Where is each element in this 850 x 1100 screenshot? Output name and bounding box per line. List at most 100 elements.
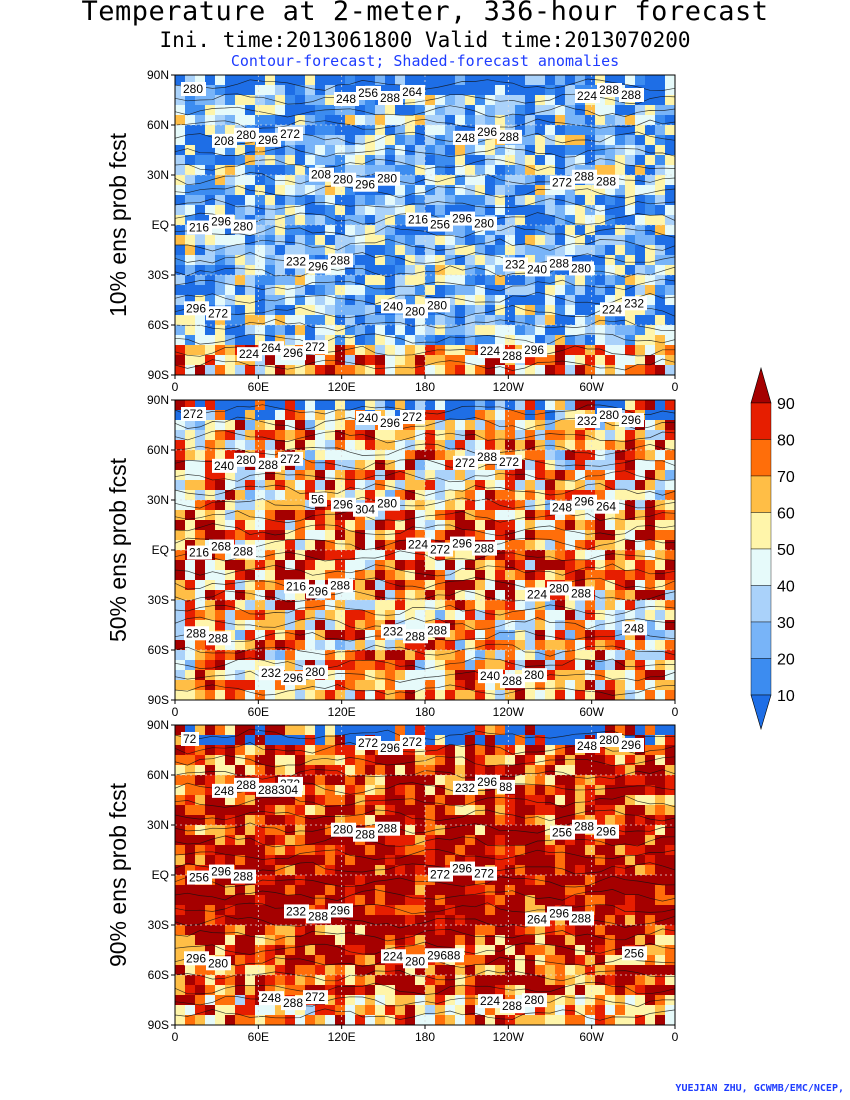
anomaly-cell bbox=[175, 325, 186, 336]
anomaly-cell bbox=[415, 125, 426, 136]
anomaly-cell bbox=[225, 570, 236, 581]
anomaly-cell bbox=[215, 185, 226, 196]
anomaly-cell bbox=[425, 430, 436, 441]
anomaly-cell bbox=[645, 155, 656, 166]
contour-label: 224 bbox=[527, 587, 547, 601]
anomaly-cell bbox=[535, 410, 546, 421]
anomaly-cell bbox=[195, 895, 206, 906]
anomaly-cell bbox=[615, 550, 626, 561]
anomaly-cell bbox=[615, 640, 626, 651]
anomaly-cell bbox=[555, 410, 566, 421]
anomaly-cell bbox=[585, 620, 596, 631]
anomaly-cell bbox=[175, 430, 186, 441]
anomaly-cell bbox=[465, 255, 476, 266]
anomaly-cell bbox=[395, 590, 406, 601]
anomaly-cell bbox=[385, 690, 396, 700]
anomaly-cell bbox=[275, 440, 286, 451]
anomaly-cell bbox=[665, 165, 675, 176]
anomaly-cell bbox=[455, 1005, 466, 1016]
anomaly-cell bbox=[385, 755, 396, 766]
anomaly-cell bbox=[445, 855, 456, 866]
anomaly-cell bbox=[365, 420, 376, 431]
anomaly-cell bbox=[325, 825, 336, 836]
anomaly-cell bbox=[175, 600, 186, 611]
anomaly-cell bbox=[525, 865, 536, 876]
anomaly-cell bbox=[295, 805, 306, 816]
anomaly-cell bbox=[425, 735, 436, 746]
anomaly-cell bbox=[275, 640, 286, 651]
anomaly-cell bbox=[395, 365, 406, 375]
anomaly-cell bbox=[415, 285, 426, 296]
anomaly-cell bbox=[175, 795, 186, 806]
anomaly-cell bbox=[335, 1005, 346, 1016]
anomaly-cell bbox=[425, 440, 436, 451]
anomaly-cell bbox=[415, 560, 426, 571]
anomaly-cell bbox=[655, 530, 666, 541]
anomaly-cell bbox=[495, 905, 506, 916]
anomaly-cell bbox=[605, 325, 616, 336]
contour-label: 272 bbox=[499, 455, 519, 469]
anomaly-cell bbox=[445, 115, 456, 126]
anomaly-cell bbox=[665, 225, 675, 236]
anomaly-cell bbox=[545, 345, 556, 356]
anomaly-cell bbox=[305, 275, 316, 286]
anomaly-cell bbox=[375, 315, 386, 326]
anomaly-cell bbox=[435, 1015, 446, 1025]
anomaly-cell bbox=[185, 865, 196, 876]
anomaly-cell bbox=[345, 590, 356, 601]
anomaly-cell bbox=[595, 1005, 606, 1016]
anomaly-cell bbox=[205, 255, 216, 266]
anomaly-cell bbox=[215, 935, 226, 946]
anomaly-cell bbox=[315, 75, 326, 86]
anomaly-cell bbox=[445, 205, 456, 216]
anomaly-cell bbox=[465, 925, 476, 936]
anomaly-cell bbox=[525, 690, 536, 700]
anomaly-cell bbox=[355, 975, 366, 986]
anomaly-cell bbox=[415, 205, 426, 216]
anomaly-cell bbox=[455, 155, 466, 166]
anomaly-cell bbox=[605, 450, 616, 461]
anomaly-cell bbox=[245, 640, 256, 651]
anomaly-cell bbox=[335, 955, 346, 966]
anomaly-cell bbox=[585, 295, 596, 306]
anomaly-cell bbox=[575, 335, 586, 346]
anomaly-cell bbox=[345, 640, 356, 651]
contour-label-box bbox=[597, 83, 622, 97]
anomaly-cell bbox=[195, 450, 206, 461]
anomaly-cell bbox=[525, 550, 536, 561]
anomaly-cell bbox=[625, 1005, 636, 1016]
anomaly-cell bbox=[465, 95, 476, 106]
anomaly-cell bbox=[445, 145, 456, 156]
anomaly-cell bbox=[475, 590, 486, 601]
anomaly-cell bbox=[225, 470, 236, 481]
anomaly-cell bbox=[175, 590, 186, 601]
anomaly-cell bbox=[295, 265, 306, 276]
anomaly-cell bbox=[435, 570, 446, 581]
anomaly-cell bbox=[405, 1015, 416, 1025]
anomaly-cell bbox=[595, 925, 606, 936]
anomaly-cell bbox=[295, 620, 306, 631]
anomaly-cell bbox=[195, 510, 206, 521]
anomaly-cell bbox=[365, 925, 376, 936]
anomaly-cell bbox=[265, 660, 276, 671]
anomaly-cell bbox=[485, 530, 496, 541]
anomaly-cell bbox=[285, 295, 296, 306]
anomaly-cell bbox=[365, 550, 376, 561]
anomaly-cell bbox=[535, 620, 546, 631]
anomaly-cell bbox=[665, 255, 675, 266]
anomaly-cell bbox=[345, 155, 356, 166]
anomaly-cell bbox=[265, 590, 276, 601]
anomaly-cell bbox=[655, 975, 666, 986]
anomaly-cell bbox=[645, 175, 656, 186]
x-tick-label: 60E bbox=[248, 705, 269, 719]
anomaly-cell bbox=[315, 600, 326, 611]
contour-label: 208 bbox=[311, 168, 331, 182]
contour-label: 296 bbox=[524, 343, 544, 357]
anomaly-cell bbox=[455, 125, 466, 136]
anomaly-cell bbox=[245, 795, 256, 806]
contour-label-box bbox=[306, 584, 331, 599]
anomaly-cell bbox=[355, 115, 366, 126]
anomaly-cell bbox=[475, 640, 486, 651]
anomaly-cell bbox=[395, 400, 406, 411]
anomaly-cell bbox=[525, 215, 536, 226]
